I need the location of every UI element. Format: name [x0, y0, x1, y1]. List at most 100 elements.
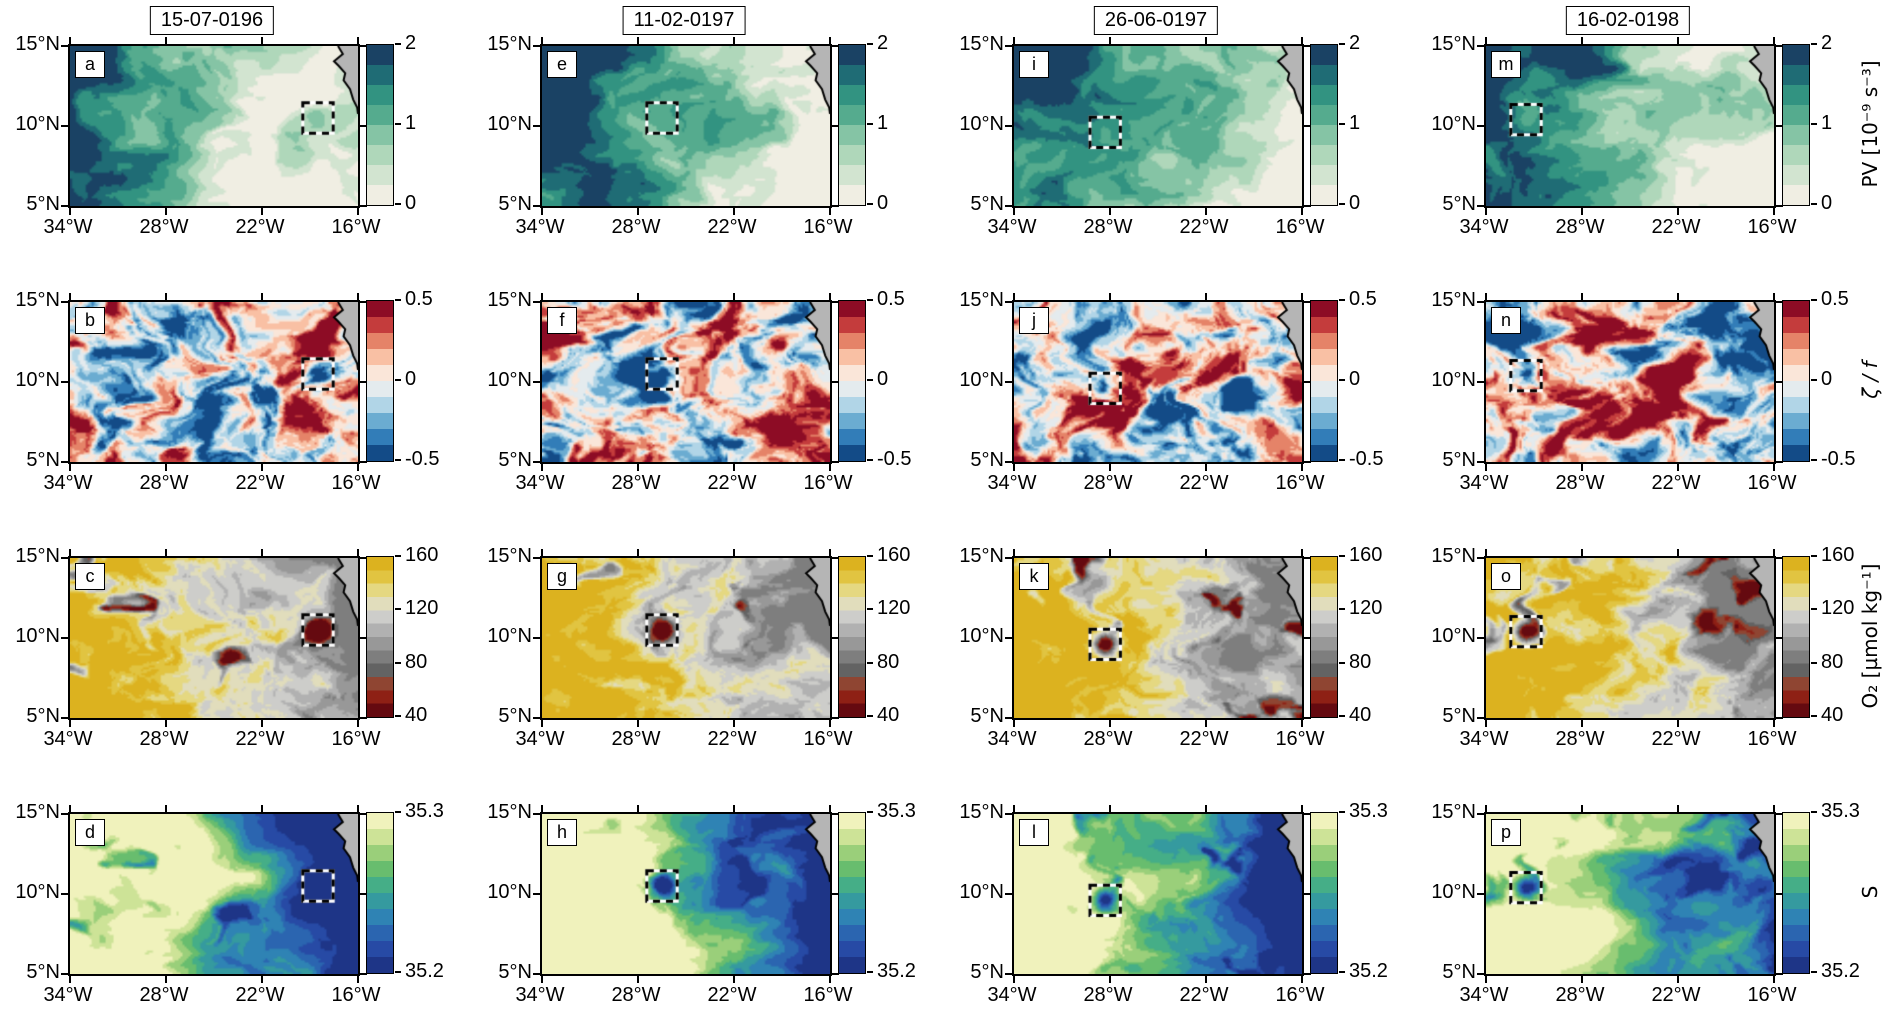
x-tick-mark	[1773, 464, 1775, 471]
x-tick-mark	[1677, 37, 1679, 44]
y-tick-mark	[832, 381, 839, 383]
date-title: 26-06-0197	[1093, 6, 1219, 35]
x-tick-mark	[1205, 976, 1207, 983]
y-tick-mark	[61, 637, 68, 639]
panel-l: l 34°W 28°W 22°W 16°W 15°N 10°N 5°N 35.2 35.3	[952, 800, 1422, 1032]
map-canvas-p	[1486, 814, 1774, 974]
map-canvas-d	[70, 814, 358, 974]
colorbar-tick-label: 1	[405, 112, 417, 134]
x-tick-label: 22°W	[707, 472, 757, 494]
x-tick-label: 16°W	[1747, 472, 1797, 494]
y-tick-label: 15°N	[959, 33, 1004, 55]
x-tick-label: 16°W	[331, 216, 381, 238]
x-tick-mark	[1581, 976, 1583, 983]
y-tick-mark	[1477, 557, 1484, 559]
x-tick-mark	[1013, 549, 1015, 556]
colorbar-tick-label: 160	[405, 544, 439, 566]
y-tick-label: 10°N	[15, 113, 60, 135]
panel-i: i 34°W 28°W 22°W 16°W 15°N 10°N 5°N 0 1 2 26-06-019…	[952, 6, 1422, 294]
y-tick-mark	[533, 381, 540, 383]
x-tick-mark	[1109, 720, 1111, 727]
map-f: f	[533, 293, 839, 471]
colorbar-tick-label: 80	[1821, 650, 1844, 673]
colorbar-tick-label: 80	[1349, 650, 1372, 673]
y-tick-mark	[1776, 637, 1783, 639]
colorbar-o2	[1310, 556, 1338, 718]
y-tick-mark	[832, 717, 839, 719]
y-tick-label: 5°N	[1442, 449, 1476, 471]
panel-letter-p: p	[1491, 819, 1521, 846]
colorbar-tick-label: 1	[1821, 112, 1833, 134]
colorbar-o2	[838, 556, 866, 718]
x-tick-mark	[1581, 720, 1583, 727]
colorbar-tick-mark	[1811, 299, 1817, 301]
colorbar-tick-label: 120	[405, 597, 439, 620]
panel-b: b 34°W 28°W 22°W 16°W 15°N 10°N 5°N -0.5 0 0.5	[8, 288, 478, 550]
colorbar-tick-mark	[1811, 811, 1817, 813]
y-tick-mark	[1304, 637, 1311, 639]
colorbar-tick-label: 120	[1821, 597, 1855, 620]
x-tick-mark	[541, 805, 543, 812]
y-tick-label: 10°N	[487, 625, 532, 647]
x-tick-mark	[1677, 208, 1679, 215]
y-tick-mark	[61, 381, 68, 383]
x-tick-label: 16°W	[803, 472, 853, 494]
colorbar-tick-mark	[1811, 971, 1817, 973]
x-tick-label: 16°W	[1275, 984, 1325, 1006]
colorbar-tick-label: 35.3	[1349, 800, 1388, 822]
colorbar-tick-mark	[395, 123, 401, 125]
x-tick-label: 22°W	[235, 728, 285, 750]
x-tick-label: 28°W	[611, 472, 661, 494]
x-tick-mark	[1677, 976, 1679, 983]
y-tick-label: 15°N	[1431, 289, 1476, 311]
y-tick-mark	[1304, 813, 1311, 815]
map-canvas-l	[1014, 814, 1302, 974]
y-tick-mark	[1776, 813, 1783, 815]
x-tick-mark	[261, 464, 263, 471]
x-tick-mark	[637, 720, 639, 727]
y-tick-mark	[533, 813, 540, 815]
colorbar-tick-label: 35.3	[877, 800, 916, 822]
colorbar-tick-mark	[867, 459, 873, 461]
x-tick-label: 28°W	[139, 216, 189, 238]
x-tick-label: 28°W	[1083, 728, 1133, 750]
x-tick-label: 34°W	[515, 472, 565, 494]
y-tick-mark	[1005, 717, 1012, 719]
y-tick-mark	[360, 205, 367, 207]
x-tick-mark	[1485, 549, 1487, 556]
x-tick-label: 28°W	[611, 216, 661, 238]
panel-n: n 34°W 28°W 22°W 16°W 15°N 10°N 5°N -0.5 0 0.5	[1424, 288, 1892, 550]
x-tick-mark	[1013, 464, 1015, 471]
panel-letter-f: f	[547, 307, 577, 334]
colorbar-tick-mark	[395, 661, 401, 664]
x-tick-mark	[1013, 805, 1015, 812]
x-tick-mark	[733, 208, 735, 215]
x-tick-label: 34°W	[987, 984, 1037, 1006]
map-canvas-c	[70, 558, 358, 718]
y-tick-label: 15°N	[487, 33, 532, 55]
y-tick-label: 5°N	[970, 961, 1004, 983]
y-tick-label: 10°N	[1431, 113, 1476, 135]
colorbar-s	[1782, 812, 1810, 974]
y-tick-mark	[533, 893, 540, 895]
map-l: l	[1005, 805, 1311, 983]
colorbar-tick-mark	[395, 811, 401, 813]
y-tick-mark	[832, 125, 839, 127]
x-tick-mark	[733, 805, 735, 812]
x-tick-label: 34°W	[1459, 984, 1509, 1006]
panel-letter-o: o	[1491, 563, 1521, 590]
colorbar-tick-label: 35.3	[1821, 800, 1860, 822]
colorbar-tick-label: 120	[1349, 597, 1383, 620]
x-tick-mark	[1301, 464, 1303, 471]
colorbar-tick-label: 40	[1349, 704, 1372, 726]
panel-p: p 34°W 28°W 22°W 16°W 15°N 10°N 5°N 35.2 35.3	[1424, 800, 1892, 1032]
map-g: g	[533, 549, 839, 727]
colorbar-tick-mark	[867, 123, 873, 125]
map-n: n	[1477, 293, 1783, 471]
colorbar-tick-mark	[395, 203, 401, 205]
y-tick-mark	[360, 381, 367, 383]
y-tick-mark	[1477, 381, 1484, 383]
x-tick-label: 28°W	[1555, 216, 1605, 238]
x-tick-mark	[637, 805, 639, 812]
x-tick-mark	[541, 720, 543, 727]
